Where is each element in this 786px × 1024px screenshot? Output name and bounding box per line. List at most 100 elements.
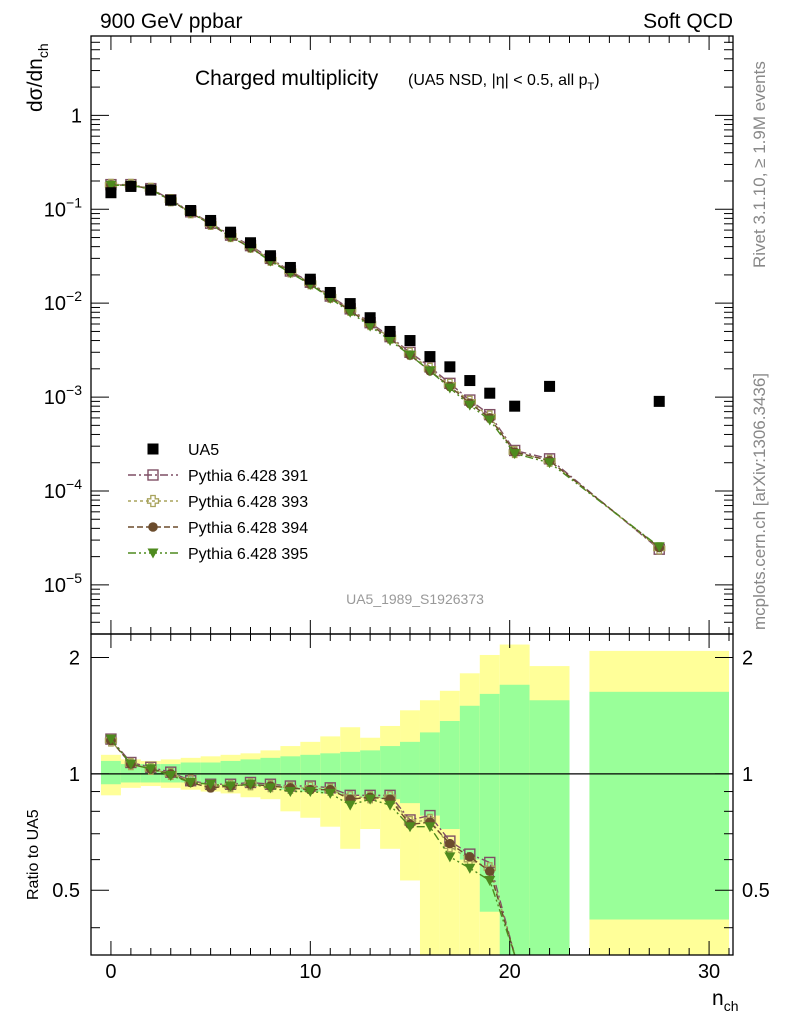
ratio-3-point-3 [165,771,177,782]
ratio-line-1 [110,740,516,956]
y-axis-label-sub: ch [35,43,51,58]
series-3-point-14 [384,336,396,347]
ratio-3-point-18 [464,863,476,874]
chart-subtitle-sub: T [588,81,595,93]
legend-label-data: UA5 [188,442,219,459]
ratio-3-point-9 [284,787,296,798]
y-axis-label-main: dσ/dn [24,58,47,112]
ratio-3-point-10 [304,787,316,798]
legend-label-0: Pythia 6.428 391 [188,468,308,485]
ratio-frame [90,633,734,956]
x-tick-label-2: 20 [499,961,521,983]
ratio-tick-label-left-2: 0.5 [52,880,80,902]
series-3-point-21 [544,458,556,469]
y-tick-label-3: 10−3 [44,382,82,409]
chart-title: Charged multiplicity [195,67,379,90]
data-point-16 [424,351,436,363]
legend-label-2: Pythia 6.428 394 [188,520,308,537]
header-right: Soft QCD [643,10,733,33]
series-3-point-18 [464,400,476,411]
data-point-7 [245,237,257,249]
series-3-point-17 [444,383,456,394]
legend-marker-1 [146,494,160,508]
data-point-1 [125,180,137,192]
data-point-20 [509,400,521,412]
data-point-11 [324,286,336,298]
ratio-3-point-2 [145,764,157,775]
series-3-point-0 [105,180,117,191]
x-tick-label-3: 30 [698,961,720,983]
ratio-3-point-5 [205,779,217,790]
header-left: 900 GeV ppbar [100,10,242,33]
ratio-3-point-11 [324,788,336,799]
chart-title-main: Charged multiplicity [195,67,379,90]
data-point-18 [464,375,476,387]
band-inner-22 [589,691,730,920]
chart-subtitle-close: ) [594,72,599,89]
y-tick-label-4: 10−4 [44,476,82,503]
rivet-version-text: Rivet 3.1.10, ≥ 1.9M events [750,61,769,268]
data-point-10 [304,273,316,285]
x-axis-label-sub: ch [724,998,739,1014]
data-point-17 [444,361,456,373]
series-line-3 [110,184,660,548]
band-inner-17 [439,720,460,830]
data-point-9 [284,261,296,273]
ratio-3-point-8 [264,783,276,794]
y-tick-label-0: 1 [71,105,82,127]
ratio-3-point-12 [344,800,356,811]
ratio-2-point-17 [445,838,455,849]
x-tick-label-1: 10 [299,961,321,983]
ratio-3-point-16 [424,822,436,833]
legend-marker-data [147,443,159,455]
series-3-point-12 [344,307,356,318]
ratio-3-point-4 [185,777,197,788]
ratio-tick-label-left-0: 2 [69,647,80,669]
band-inner-14 [380,746,401,800]
band-inner-18 [459,705,480,860]
band-inner-20 [499,684,530,955]
data-point-8 [264,250,276,262]
x-axis-label-main: n [712,987,724,1010]
band-inner-6 [220,760,241,785]
ratio-tick-label-right-0: 2 [742,647,753,669]
ratio-3-point-14 [384,800,396,811]
legend-label-1: Pythia 6.428 393 [188,494,308,511]
data-point-6 [225,226,237,238]
data-point-5 [205,214,217,226]
data-point-0 [105,187,117,199]
series-3-point-19 [484,415,496,426]
series-line-0 [110,183,660,550]
series-3-point-20 [509,449,521,460]
series-3-point-22 [653,542,665,553]
legend-marker-0 [147,469,159,481]
series-3-point-15 [404,350,416,361]
legend-label-3: Pythia 6.428 395 [188,546,308,563]
series-line-1 [110,184,660,549]
legend-marker-3 [147,548,159,559]
ratio-tick-label-right-1: 1 [742,764,753,786]
ratio-2-point-18 [465,852,475,862]
data-point-12 [344,298,356,310]
y-tick-label-2: 10−2 [44,288,82,315]
data-point-4 [185,205,197,217]
data-point-15 [404,335,416,347]
ratio-3-point-0 [105,734,117,745]
ratio-3-point-13 [364,794,376,805]
data-point-2 [145,184,157,196]
band-inner-21 [529,700,570,955]
ratio-3-point-6 [225,781,237,792]
x-tick-label-0: 0 [105,961,116,983]
ratio-3-point-1 [125,759,137,770]
data-point-22 [653,395,665,407]
series-3-point-16 [424,366,436,377]
data-point-3 [165,194,177,206]
ratio-3-point-17 [444,852,456,863]
legend-marker-2 [148,522,158,532]
series-3-point-13 [364,321,376,332]
ratio-tick-label-right-2: 0.5 [742,880,770,902]
ratio-axis-label: Ratio to UA5 [25,809,42,900]
band-inner-0 [100,760,121,785]
ratio-tick-label-left-1: 1 [69,764,80,786]
analysis-id: UA5_1989_S1926373 [346,591,484,607]
